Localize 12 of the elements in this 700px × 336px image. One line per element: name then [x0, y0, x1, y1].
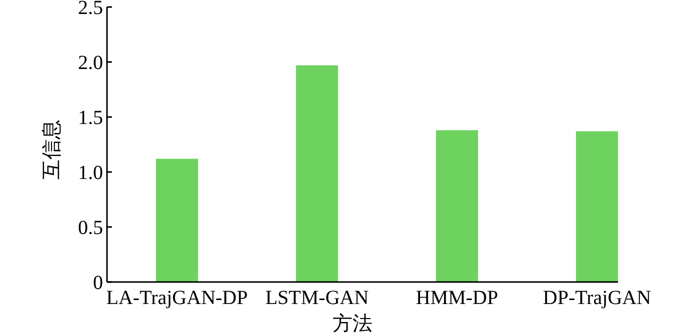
y-tick-label: 1.5	[78, 107, 103, 129]
y-tick-label: 2.0	[78, 52, 103, 74]
x-tick-label: LA-TrajGAN-DP	[106, 287, 248, 309]
x-tick-label: LSTM-GAN	[265, 287, 369, 309]
x-tick-label: HMM-DP	[416, 287, 498, 309]
y-tick-label: 0	[93, 272, 103, 294]
y-tick-label: 1.0	[78, 162, 103, 184]
y-axis-title: 互信息	[41, 120, 63, 180]
x-tick-label: DP-TrajGAN	[542, 287, 652, 309]
y-tick-label: 0.5	[78, 217, 103, 239]
x-axis-title: 方法	[332, 312, 372, 335]
y-tick-label: 2.5	[78, 0, 103, 19]
